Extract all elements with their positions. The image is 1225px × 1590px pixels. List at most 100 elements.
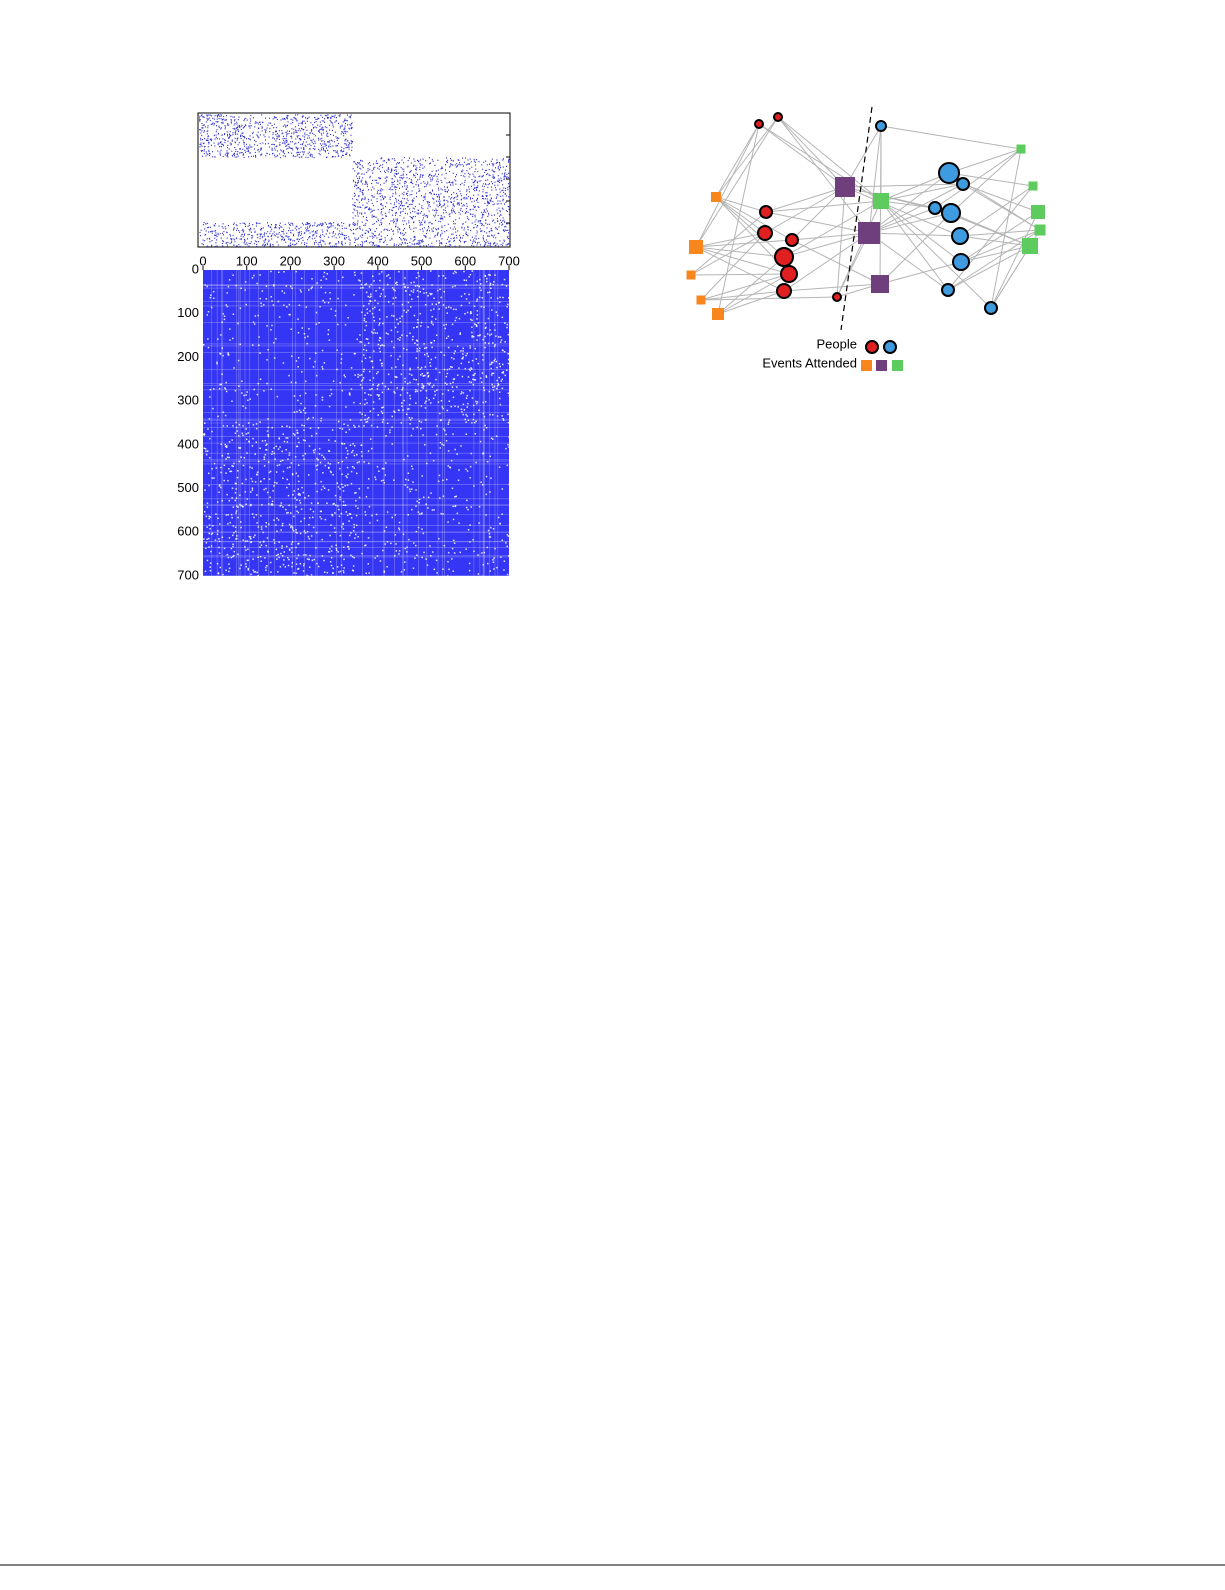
speckle bbox=[286, 425, 288, 427]
speckle bbox=[400, 337, 402, 339]
speckle bbox=[298, 357, 300, 359]
sparse-dot bbox=[322, 120, 323, 121]
sparse-dot bbox=[483, 239, 484, 240]
speckle bbox=[378, 394, 380, 396]
speckle bbox=[430, 492, 432, 494]
sparse-dot bbox=[438, 201, 439, 202]
speckle bbox=[485, 328, 487, 330]
sparse-dot bbox=[235, 132, 236, 133]
speckle bbox=[410, 368, 412, 370]
speckle bbox=[471, 332, 473, 334]
sparse-dot bbox=[226, 232, 227, 233]
sparse-dot bbox=[243, 223, 244, 224]
sparse-dot bbox=[312, 231, 313, 232]
speckle bbox=[245, 563, 247, 565]
speckle bbox=[368, 450, 370, 452]
sparse-dot bbox=[245, 152, 246, 153]
speckle bbox=[409, 404, 411, 406]
sparse-dot bbox=[425, 215, 426, 216]
sparse-dot bbox=[222, 123, 223, 124]
sparse-dot bbox=[315, 232, 316, 233]
sparse-dot bbox=[444, 216, 445, 217]
sparse-dot bbox=[465, 157, 466, 158]
sparse-dot bbox=[476, 200, 477, 201]
sparse-dot bbox=[292, 141, 293, 142]
speckle bbox=[331, 393, 333, 395]
speckle bbox=[491, 374, 493, 376]
sparse-dot bbox=[373, 163, 374, 164]
sparse-dot bbox=[353, 161, 354, 162]
sparse-dot bbox=[445, 191, 446, 192]
sparse-dot bbox=[462, 158, 463, 159]
speckle bbox=[431, 347, 433, 349]
speckle bbox=[301, 508, 303, 510]
sparse-dot bbox=[507, 244, 508, 245]
sparse-dot bbox=[486, 232, 487, 233]
person-node bbox=[942, 204, 960, 222]
sparse-dot bbox=[350, 125, 351, 126]
sparse-dot bbox=[393, 230, 394, 231]
sparse-dot bbox=[372, 217, 373, 218]
speckle bbox=[435, 318, 437, 320]
sparse-dot bbox=[497, 203, 498, 204]
sparse-dot bbox=[321, 138, 322, 139]
sparse-dot bbox=[287, 141, 288, 142]
speckle bbox=[235, 500, 237, 502]
speckle bbox=[371, 515, 373, 517]
sparse-dot bbox=[449, 171, 450, 172]
speckle bbox=[428, 399, 430, 401]
sparse-dot bbox=[412, 244, 413, 245]
speckle bbox=[207, 506, 209, 508]
sparse-dot bbox=[452, 183, 453, 184]
sparse-dot bbox=[350, 242, 351, 243]
speckle bbox=[270, 271, 272, 273]
sparse-dot bbox=[287, 116, 288, 117]
sparse-dot bbox=[504, 231, 505, 232]
sparse-dot bbox=[299, 157, 300, 158]
speckle bbox=[330, 472, 332, 474]
speckle bbox=[422, 373, 424, 375]
sparse-dot bbox=[234, 116, 235, 117]
sparse-dot bbox=[478, 194, 479, 195]
sparse-dot bbox=[429, 238, 430, 239]
sparse-dot bbox=[464, 182, 465, 183]
sparse-dot bbox=[227, 134, 228, 135]
sparse-dot bbox=[414, 161, 415, 162]
speckle bbox=[354, 537, 356, 539]
sparse-dot bbox=[422, 228, 423, 229]
sparse-dot bbox=[423, 159, 424, 160]
speckle bbox=[478, 363, 480, 365]
speckle bbox=[411, 417, 413, 419]
sparse-dot bbox=[464, 184, 465, 185]
sparse-dot bbox=[319, 150, 320, 151]
speckle bbox=[227, 523, 229, 525]
sparse-dot bbox=[249, 145, 250, 146]
speckle bbox=[308, 495, 310, 497]
speckle bbox=[256, 572, 258, 574]
sparse-dot bbox=[446, 212, 447, 213]
sparse-dot bbox=[432, 190, 433, 191]
speckle bbox=[395, 543, 397, 545]
sparse-dot bbox=[214, 235, 215, 236]
sparse-dot bbox=[250, 118, 251, 119]
speckle bbox=[264, 465, 266, 467]
speckle bbox=[481, 382, 483, 384]
sparse-dot bbox=[479, 161, 480, 162]
sparse-dot bbox=[477, 244, 478, 245]
speckle bbox=[328, 302, 330, 304]
sparse-dot bbox=[280, 226, 281, 227]
sparse-dot bbox=[227, 124, 228, 125]
sparse-dot bbox=[398, 245, 399, 246]
sparse-dot bbox=[413, 208, 414, 209]
sparse-dot bbox=[385, 240, 386, 241]
speckle bbox=[339, 488, 341, 490]
speckle bbox=[225, 458, 227, 460]
sparse-dot bbox=[508, 183, 509, 184]
sparse-dot bbox=[419, 242, 420, 243]
sparse-dot bbox=[423, 197, 424, 198]
speckle bbox=[366, 496, 368, 498]
sparse-dot bbox=[314, 225, 315, 226]
speckle bbox=[246, 428, 248, 430]
speckle bbox=[379, 309, 381, 311]
sparse-dot bbox=[287, 125, 288, 126]
